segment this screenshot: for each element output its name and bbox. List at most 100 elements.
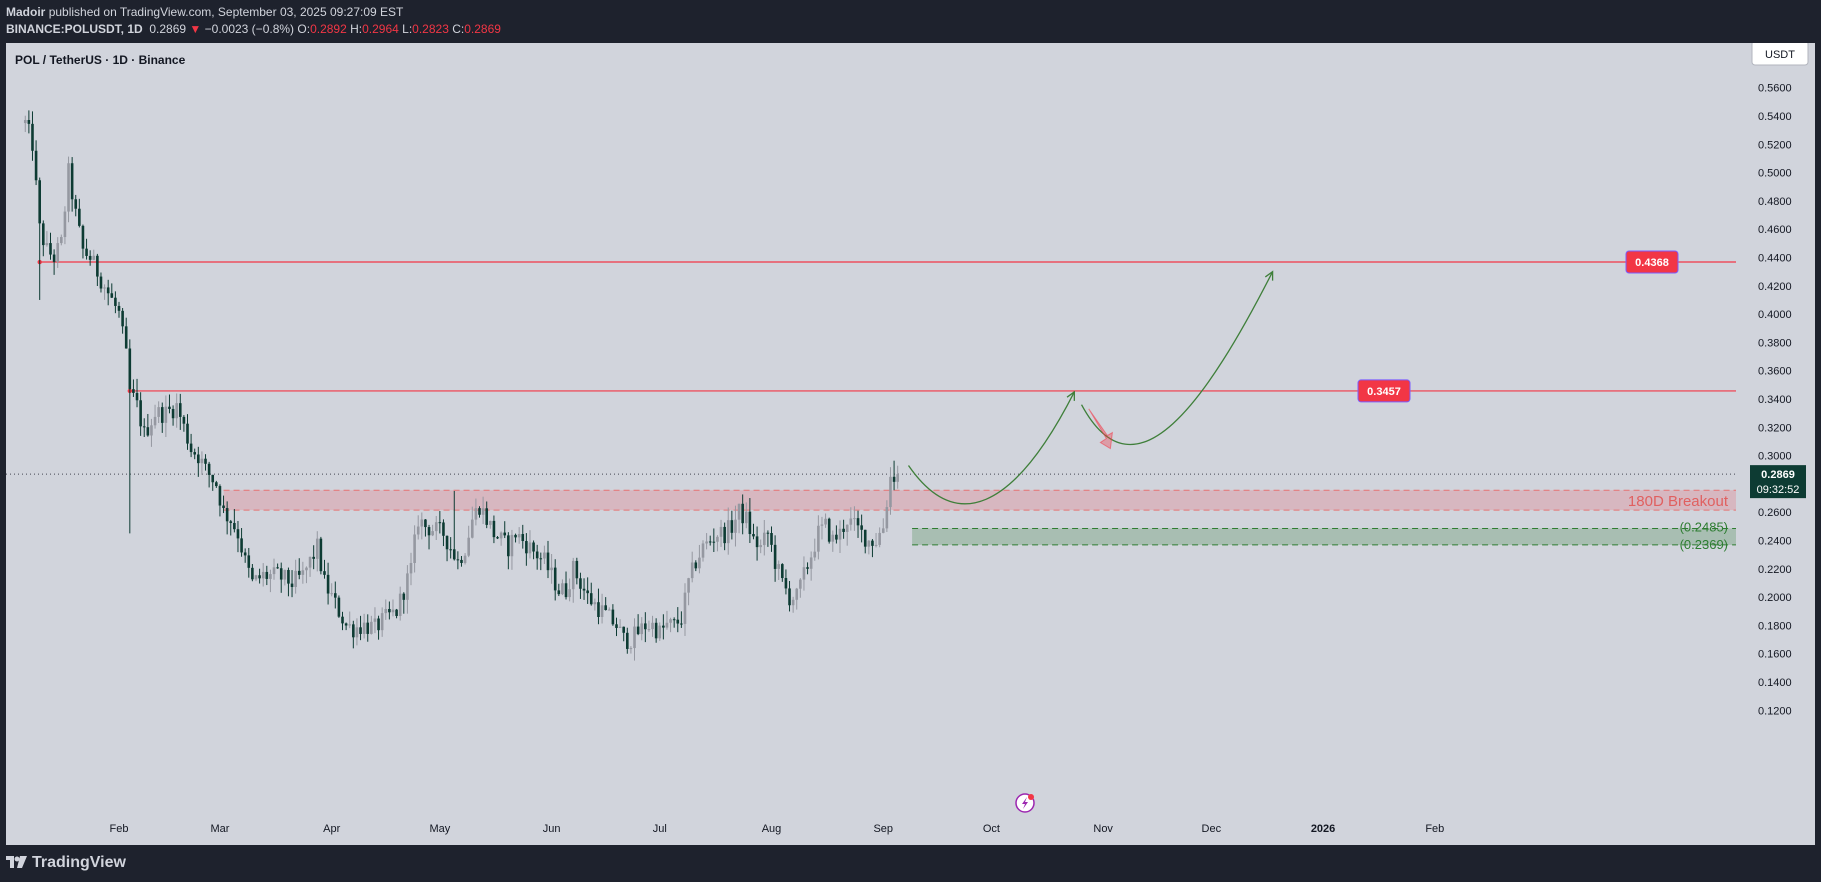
candle <box>247 547 251 578</box>
candle-body <box>644 623 647 630</box>
candle <box>784 569 788 595</box>
candle-countdown: 09:32:52 <box>1757 484 1800 496</box>
y-tick-label: 0.3600 <box>1758 366 1792 378</box>
candle <box>362 613 366 639</box>
candle <box>413 525 416 573</box>
candle-body <box>813 551 817 558</box>
candle-body <box>121 310 124 327</box>
candle-body <box>391 609 395 613</box>
candle-body <box>863 529 867 547</box>
candle-body <box>802 567 806 580</box>
candle-body <box>582 588 586 591</box>
candle <box>788 581 791 612</box>
candle <box>233 509 236 533</box>
candle <box>827 517 831 544</box>
price-tag-0 <box>1625 250 1679 274</box>
candle <box>384 599 388 620</box>
candle-body <box>424 519 427 528</box>
candle <box>301 561 305 584</box>
candle-body <box>99 276 103 289</box>
candle <box>370 615 373 635</box>
candle-body <box>835 534 838 540</box>
candle-body <box>92 255 96 260</box>
candle <box>604 597 607 611</box>
x-tick-label: 2026 <box>1311 823 1335 835</box>
candle <box>251 563 254 582</box>
candle <box>52 249 56 275</box>
candle <box>175 393 178 428</box>
currency-label[interactable]: USDT <box>1765 49 1795 61</box>
candle-body <box>593 602 597 605</box>
candle <box>391 599 395 617</box>
candle <box>85 238 88 260</box>
y-tick-label: 0.3000 <box>1758 451 1792 463</box>
tradingview-logo[interactable]: TradingView <box>6 854 126 872</box>
candle <box>438 511 442 534</box>
candle-body <box>651 622 654 630</box>
candle <box>279 562 283 593</box>
candle-body <box>762 532 766 546</box>
publisher-name[interactable]: Madoir <box>6 5 46 19</box>
candle-body <box>135 392 139 401</box>
candle <box>204 454 207 471</box>
candle <box>81 224 85 259</box>
candle-body <box>88 255 92 260</box>
candle-body <box>146 427 150 436</box>
candle-body <box>416 526 420 535</box>
candle <box>517 527 521 544</box>
current-price-tag <box>1750 465 1806 499</box>
candle <box>658 622 662 641</box>
candle-body <box>200 458 204 464</box>
candle-body <box>463 555 467 563</box>
candle-body <box>384 608 388 614</box>
candle <box>835 525 838 544</box>
candle-body <box>370 621 373 634</box>
tradingview-logo-text: TradingView <box>32 854 126 871</box>
candle-body <box>395 609 398 616</box>
y-tick-label: 0.2400 <box>1758 535 1792 547</box>
candle-body <box>427 527 431 536</box>
chart-area[interactable]: POL / TetherUS · 1D · Binance 180D Break… <box>6 43 1815 845</box>
candle <box>669 617 672 633</box>
candle <box>355 618 359 646</box>
candle <box>157 401 160 424</box>
candle-body <box>67 163 70 212</box>
candle <box>168 394 171 414</box>
candle-body <box>853 518 856 520</box>
candle-body <box>809 557 813 569</box>
candle-body <box>380 613 384 631</box>
candle-body <box>600 605 604 617</box>
price-tag-label-1: 0.3457 <box>1367 386 1401 398</box>
candle <box>622 626 625 642</box>
candle <box>132 379 135 397</box>
candle-body <box>153 416 157 426</box>
candle-body <box>892 476 896 482</box>
candle-body <box>189 443 193 453</box>
candle <box>676 607 680 633</box>
candle <box>424 519 427 537</box>
candle-body <box>442 522 445 536</box>
candle-body <box>737 503 741 520</box>
candle-body <box>85 248 88 256</box>
candle <box>60 234 63 246</box>
candle-body <box>27 119 31 124</box>
ohlc-line: BINANCE:POLUSDT, 1D 0.2869 ▼ −0.0023 (−0… <box>6 22 501 36</box>
chart-header: Madoir published on TradingView.com, Sep… <box>0 0 1821 42</box>
candle-body <box>413 534 416 563</box>
candle <box>139 392 142 436</box>
y-tick-label: 0.4600 <box>1758 224 1792 236</box>
candle <box>889 467 892 515</box>
candle <box>698 544 701 574</box>
candle-body <box>871 540 874 546</box>
x-tick-label: Dec <box>1202 823 1222 835</box>
candle-body <box>543 552 546 559</box>
events-icon[interactable] <box>1015 793 1035 813</box>
currency-selector[interactable] <box>1751 43 1809 66</box>
price-chart[interactable]: POL / TetherUS · 1D · Binance 180D Break… <box>6 43 1815 845</box>
candle <box>546 540 550 579</box>
candle-body <box>662 625 665 628</box>
candle <box>276 563 279 569</box>
candle <box>348 611 352 629</box>
y-tick-label: 0.1200 <box>1758 705 1792 717</box>
candle-body <box>701 543 705 558</box>
